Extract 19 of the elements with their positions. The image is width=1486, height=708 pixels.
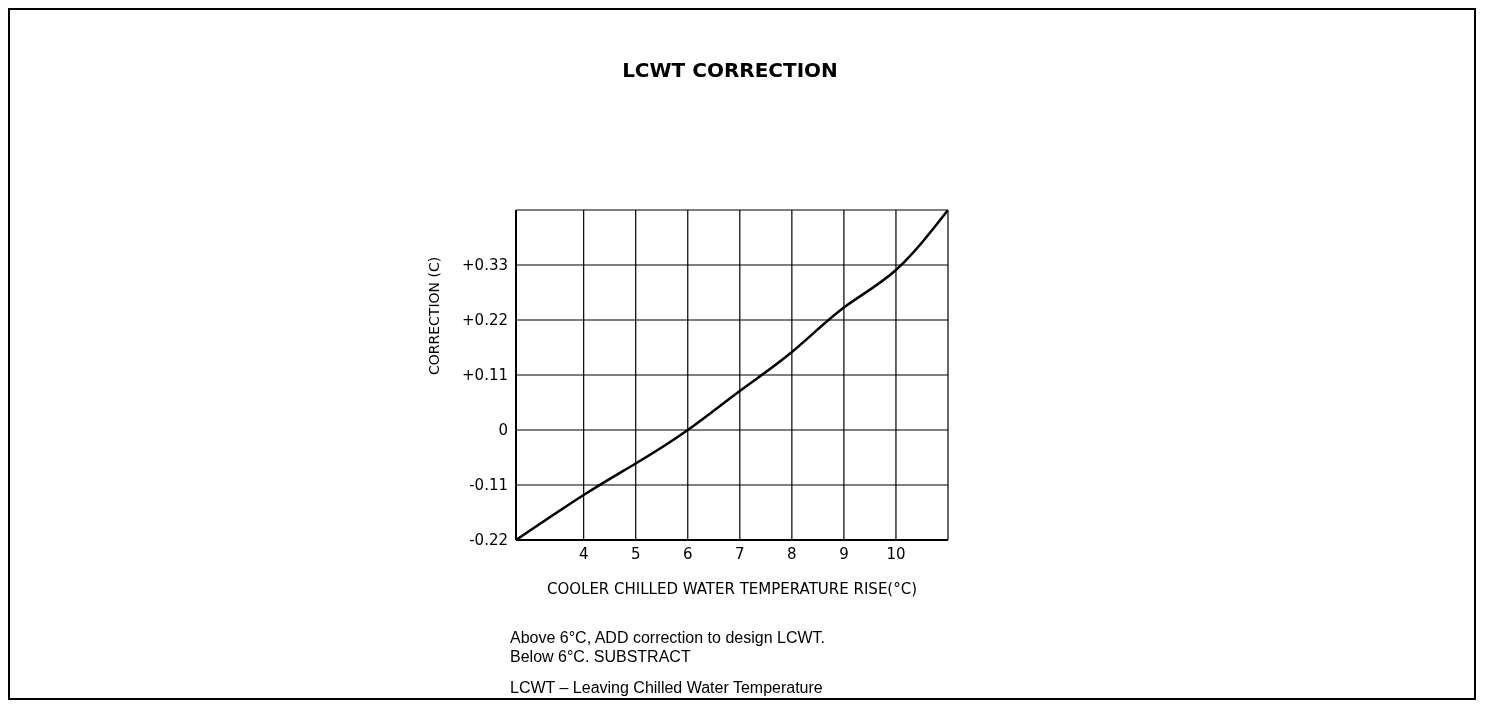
x-tick-label: 7 [735, 544, 745, 563]
x-tick-label: 8 [787, 544, 797, 563]
x-tick-label: 10 [886, 544, 906, 563]
x-axis-title: COOLER CHILLED WATER TEMPERATURE RISE(°C) [546, 580, 918, 598]
x-tick-label: 9 [839, 544, 849, 563]
y-axis-title: CORRECTION (C) [425, 256, 442, 375]
text: Below 6°C. SUBSTRACT [510, 647, 692, 666]
y-tick-label: 0 [498, 421, 508, 440]
text: Above 6°C, ADD correction to design LCWT. [510, 628, 825, 647]
text: LCWT – Leaving Chilled Water Temperature [510, 678, 824, 697]
chart-title: LCWT CORRECTION [621, 58, 839, 82]
x-tick-label: 6 [682, 544, 693, 563]
y-tick-label: -0.22 [469, 531, 508, 550]
y-tick-label: +0.11 [462, 366, 508, 385]
x-tick-label: 4 [578, 544, 589, 563]
y-tick-label: -0.11 [469, 476, 508, 495]
x-tick-label: 5 [630, 544, 641, 563]
y-tick-label: +0.33 [462, 256, 508, 275]
y-tick-label: +0.22 [462, 311, 508, 330]
